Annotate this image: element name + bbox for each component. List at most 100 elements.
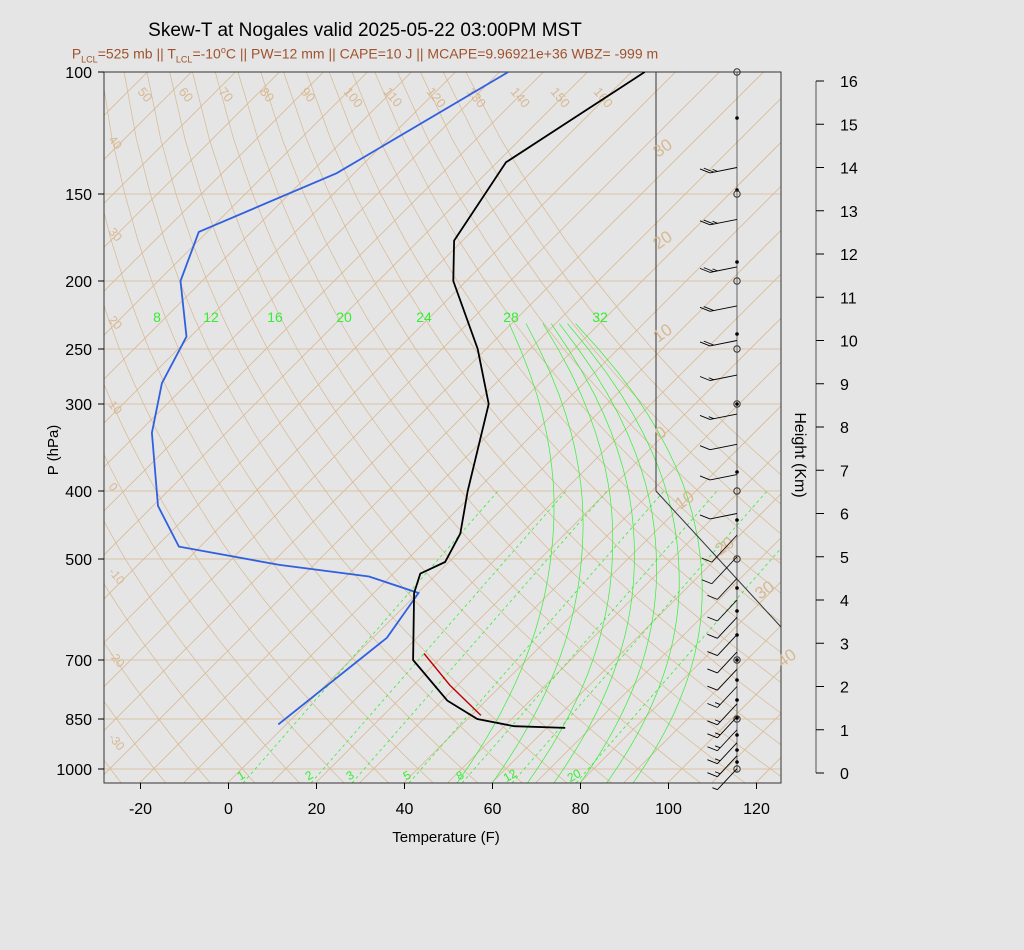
level-dot [735,332,739,336]
isotherm-label-right: 10 [649,320,675,346]
temperature-line [412,72,646,729]
level-circle [733,68,741,76]
wind-barb [717,742,738,765]
isotherm-label-left: -10 [106,565,128,588]
wind-barb-half [712,787,718,791]
height-tick-label: 4 [840,593,849,610]
level-dot [735,402,739,406]
isotherm-line [104,72,720,688]
wind-barb [709,266,738,273]
mixing-ratio-bottom-label: 2 [303,768,316,784]
mixing-ratio-label: 24 [416,309,432,325]
mixing-ratio-bottom-label: 5 [401,768,414,784]
wind-barb [717,755,738,778]
dry-adiabat [104,383,390,783]
level-circle [733,765,741,773]
subtitle-text: =525 mb || T [97,45,176,62]
mixing-ratio-bottom-label: 20 [565,766,584,785]
mixing-ratio-label: 20 [336,309,352,325]
isotherm-line [104,72,192,160]
isotherm-line [104,72,368,336]
isotherm-label: 70 [216,84,237,105]
isotherm-label: 110 [381,84,406,110]
wind-barb-flag [703,306,714,311]
moist-adiabat [559,323,657,783]
wind-barb [717,686,738,708]
isotherm-line [104,72,456,424]
moist-adiabat [550,323,635,783]
wind-barb-half [714,732,721,736]
wind-barb [709,413,738,420]
isotherm-line [579,581,781,783]
mixing-ratio-line [461,490,718,783]
height-tick-label: 15 [840,117,858,134]
wind-barb-flag [699,514,711,520]
isotherm-label-right: 0 [651,422,670,443]
height-tick-label: 12 [840,247,858,264]
mixing-ratio-bottom-label: 12 [501,766,520,785]
isotherm-line [104,72,412,380]
mixing-ratio-line [351,490,608,783]
isotherm-label-right: 20 [649,227,675,253]
wind-barb [717,651,738,674]
level-dot [735,698,739,702]
level-dot [735,609,739,613]
dry-adiabat [260,72,781,746]
wind-barb-half [714,758,721,762]
wind-barb-half [712,220,718,224]
x-tick-label: 40 [396,801,414,818]
wind-barb-flag [707,720,718,726]
wind-barb-flag [707,616,718,622]
isotherm-line [104,72,500,468]
y-tick-label: 400 [65,484,92,501]
subtitle-sup: o [220,45,226,55]
isotherm-label-left: 20 [106,313,126,332]
level-dot [735,586,739,590]
wind-barb-half [714,719,721,723]
isotherm-line [271,273,781,783]
height-tick-label: 16 [840,74,858,91]
wind-barb [717,668,738,691]
wind-barb-flag [703,340,714,346]
moist-adiabat [491,323,584,783]
x-tick-label: 60 [484,801,502,818]
wind-barb-flag [699,445,711,451]
x-tick-label: 120 [743,801,770,818]
moist-adiabat [526,323,614,783]
moist-adiabat [575,323,703,783]
mixing-ratio-line [408,490,665,783]
dry-adiabat [146,72,613,783]
y-tick-label: 300 [65,397,92,414]
y-tick-label: 1000 [56,762,92,779]
wind-barb-half [712,168,718,172]
y-tick-label: 700 [65,653,92,670]
isotherm-line [447,449,781,783]
dewpoint-line [150,72,509,726]
isotherm-label: 130 [464,84,489,110]
dry-adiabat [328,72,781,653]
wind-barb-flag [707,759,718,765]
wind-barb [717,599,738,622]
subtitle-text: =-10 [192,45,221,62]
isotherm-line [799,72,1024,783]
height-tick-label: 2 [840,680,849,697]
isotherm-label-left: 0 [106,480,121,494]
wind-barb-flag [707,594,718,600]
dry-adiabat [442,72,781,505]
wind-barb-flag [699,415,711,420]
dry-adiabat [397,72,781,565]
wind-barb [717,768,738,790]
y-tick-label: 100 [65,65,92,82]
isotherm-line [491,493,781,783]
wind-barb [717,729,738,752]
y-tick-label: 850 [65,712,92,729]
height-tick-label: 1 [840,723,849,740]
isotherm-line [403,405,781,783]
wind-barb-flag [699,376,711,381]
x-axis-label: Temperature (F) [392,829,500,846]
isotherm-line [139,141,781,783]
wind-barb-flag [707,746,718,752]
y-axis-label: P (hPa) [45,425,62,476]
parcel-line [423,653,482,716]
